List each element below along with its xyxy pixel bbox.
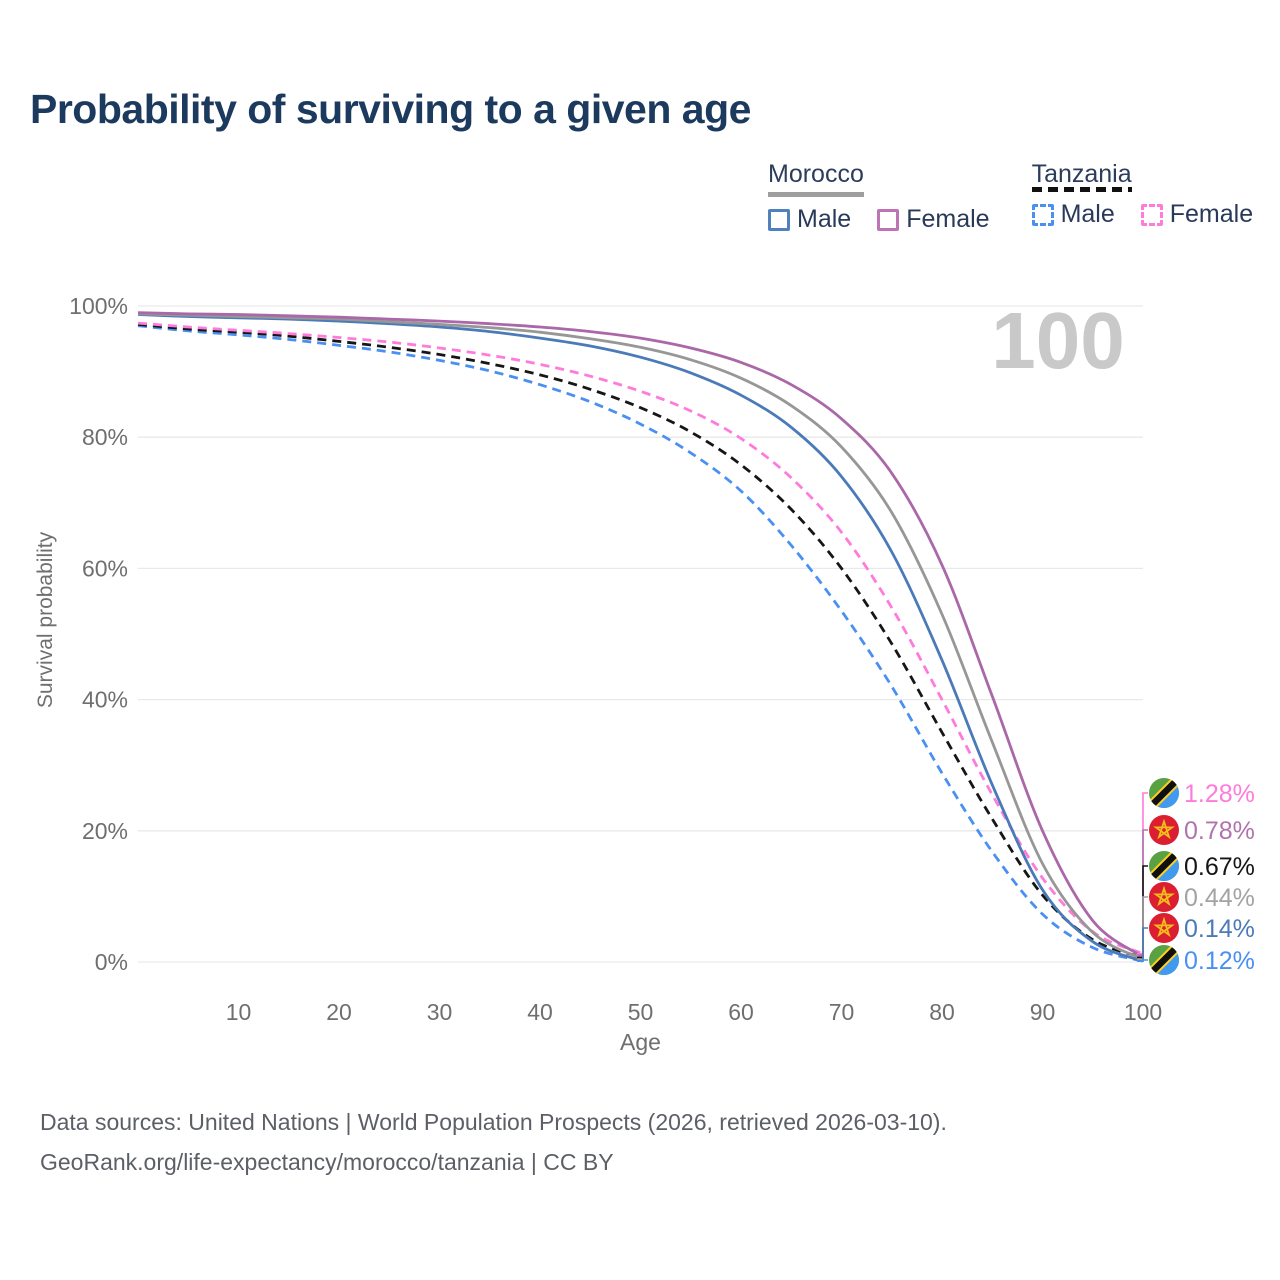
x-tick-label: 80 xyxy=(929,999,955,1025)
legend-label-morocco-male: Male xyxy=(797,205,852,233)
legend-item-morocco-female[interactable]: Female xyxy=(877,205,990,234)
tanzania-flag-icon xyxy=(1149,778,1179,808)
legend-country-tanzania[interactable]: Tanzania xyxy=(1031,160,1132,192)
x-tick-label: 90 xyxy=(1030,999,1056,1025)
tanzania-female-swatch-icon xyxy=(1140,203,1163,226)
endpoint-label-morocco-female[interactable]: 0.78% xyxy=(1137,815,1255,958)
curve-morocco-both[interactable] xyxy=(137,312,1144,961)
legend-item-tanzania-male[interactable]: Male xyxy=(1031,200,1115,229)
endpoint-label-tanzania-both-sexes[interactable]: 0.67% xyxy=(1137,851,1255,959)
endpoint-value-label: 1.28% xyxy=(1184,780,1255,808)
leader-line xyxy=(1137,959,1148,962)
x-tick-label: 20 xyxy=(326,999,352,1025)
morocco-male-swatch-icon xyxy=(768,208,790,231)
y-tick-label: 80% xyxy=(82,424,128,450)
legend-group-morocco: Morocco Male Female xyxy=(768,160,990,234)
data-source-line: Data sources: United Nations | World Pop… xyxy=(40,1109,947,1135)
legend-label-tanzania-male: Male xyxy=(1060,200,1115,228)
endpoint-value-label: 0.44% xyxy=(1184,884,1255,912)
x-tick-label: 100 xyxy=(1124,999,1162,1025)
curve-tanzania-male[interactable] xyxy=(137,324,1144,963)
attribution-line: GeoRank.org/life-expectancy/morocco/tanz… xyxy=(40,1149,614,1175)
x-tick-label: 10 xyxy=(226,999,252,1025)
y-tick-label: 0% xyxy=(95,949,128,975)
curve-morocco-male[interactable] xyxy=(137,313,1144,963)
footer: Data sources: United Nations | World Pop… xyxy=(40,1102,947,1182)
y-tick-label: 60% xyxy=(82,555,128,581)
endpoint-value-label: 0.78% xyxy=(1184,817,1255,845)
x-tick-label: 70 xyxy=(829,999,855,1025)
page-title: Probability of surviving to a given age xyxy=(30,86,751,132)
curve-morocco-female[interactable] xyxy=(137,311,1144,959)
y-tick-label: 100% xyxy=(69,293,128,319)
x-tick-label: 40 xyxy=(527,999,553,1025)
endpoint-label-tanzania-female[interactable]: 1.28% xyxy=(1137,778,1255,955)
legend-label-morocco-female: Female xyxy=(906,205,990,233)
endpoint-value-label: 0.14% xyxy=(1184,915,1255,943)
legend-country-morocco[interactable]: Morocco xyxy=(768,160,864,197)
endpoint-value-label: 0.12% xyxy=(1184,947,1255,975)
morocco-flag-icon xyxy=(1149,882,1179,912)
x-axis-label: Age xyxy=(620,1029,661,1055)
legend: Morocco Male Female Tanzania Male xyxy=(768,160,1253,234)
legend-group-tanzania: Tanzania Male Female xyxy=(1031,160,1254,234)
curve-tanzania-female[interactable] xyxy=(137,321,1144,955)
y-tick-label: 40% xyxy=(82,687,128,713)
endpoint-value-label: 0.67% xyxy=(1184,853,1255,881)
tanzania-male-swatch-icon xyxy=(1031,203,1054,226)
endpoint-label-morocco-male[interactable]: 0.14% xyxy=(1137,913,1255,962)
legend-item-tanzania-female[interactable]: Female xyxy=(1140,200,1254,229)
morocco-flag-icon xyxy=(1149,913,1179,943)
x-tick-label: 30 xyxy=(427,999,453,1025)
legend-item-morocco-male[interactable]: Male xyxy=(768,205,851,234)
curve-tanzania-both[interactable] xyxy=(137,323,1144,959)
x-tick-label: 50 xyxy=(628,999,654,1025)
tanzania-flag-icon xyxy=(1149,851,1179,881)
morocco-flag-icon xyxy=(1149,815,1179,845)
legend-label-tanzania-female: Female xyxy=(1169,200,1254,228)
y-axis-label: Survival probability xyxy=(34,531,57,709)
x-tick-label: 60 xyxy=(728,999,754,1025)
tanzania-flag-icon xyxy=(1149,945,1179,975)
morocco-female-swatch-icon xyxy=(877,208,900,231)
endpoint-label-tanzania-male[interactable]: 0.12% xyxy=(1137,945,1255,975)
hover-age-watermark: 100 xyxy=(991,296,1124,385)
y-tick-label: 20% xyxy=(82,818,128,844)
